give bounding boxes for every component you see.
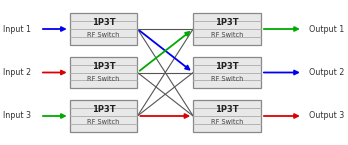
Text: RF Switch: RF Switch <box>211 32 243 38</box>
Text: Output 1: Output 1 <box>309 25 345 33</box>
Text: 1P3T: 1P3T <box>215 105 239 114</box>
Text: Input 2: Input 2 <box>3 68 32 77</box>
Text: 1P3T: 1P3T <box>215 18 239 27</box>
Text: RF Switch: RF Switch <box>87 119 120 125</box>
FancyBboxPatch shape <box>70 57 137 88</box>
Text: RF Switch: RF Switch <box>87 76 120 82</box>
Text: 1P3T: 1P3T <box>92 18 115 27</box>
FancyBboxPatch shape <box>193 57 261 88</box>
FancyBboxPatch shape <box>70 100 137 132</box>
FancyBboxPatch shape <box>193 100 261 132</box>
Text: Output 3: Output 3 <box>309 112 345 120</box>
FancyBboxPatch shape <box>70 13 137 45</box>
Text: RF Switch: RF Switch <box>87 32 120 38</box>
Text: Input 1: Input 1 <box>3 25 31 33</box>
Text: 1P3T: 1P3T <box>92 62 115 71</box>
Text: 1P3T: 1P3T <box>92 105 115 114</box>
Text: Input 3: Input 3 <box>3 112 31 120</box>
Text: Output 2: Output 2 <box>309 68 345 77</box>
Text: RF Switch: RF Switch <box>211 76 243 82</box>
Text: 1P3T: 1P3T <box>215 62 239 71</box>
Text: RF Switch: RF Switch <box>211 119 243 125</box>
FancyBboxPatch shape <box>193 13 261 45</box>
